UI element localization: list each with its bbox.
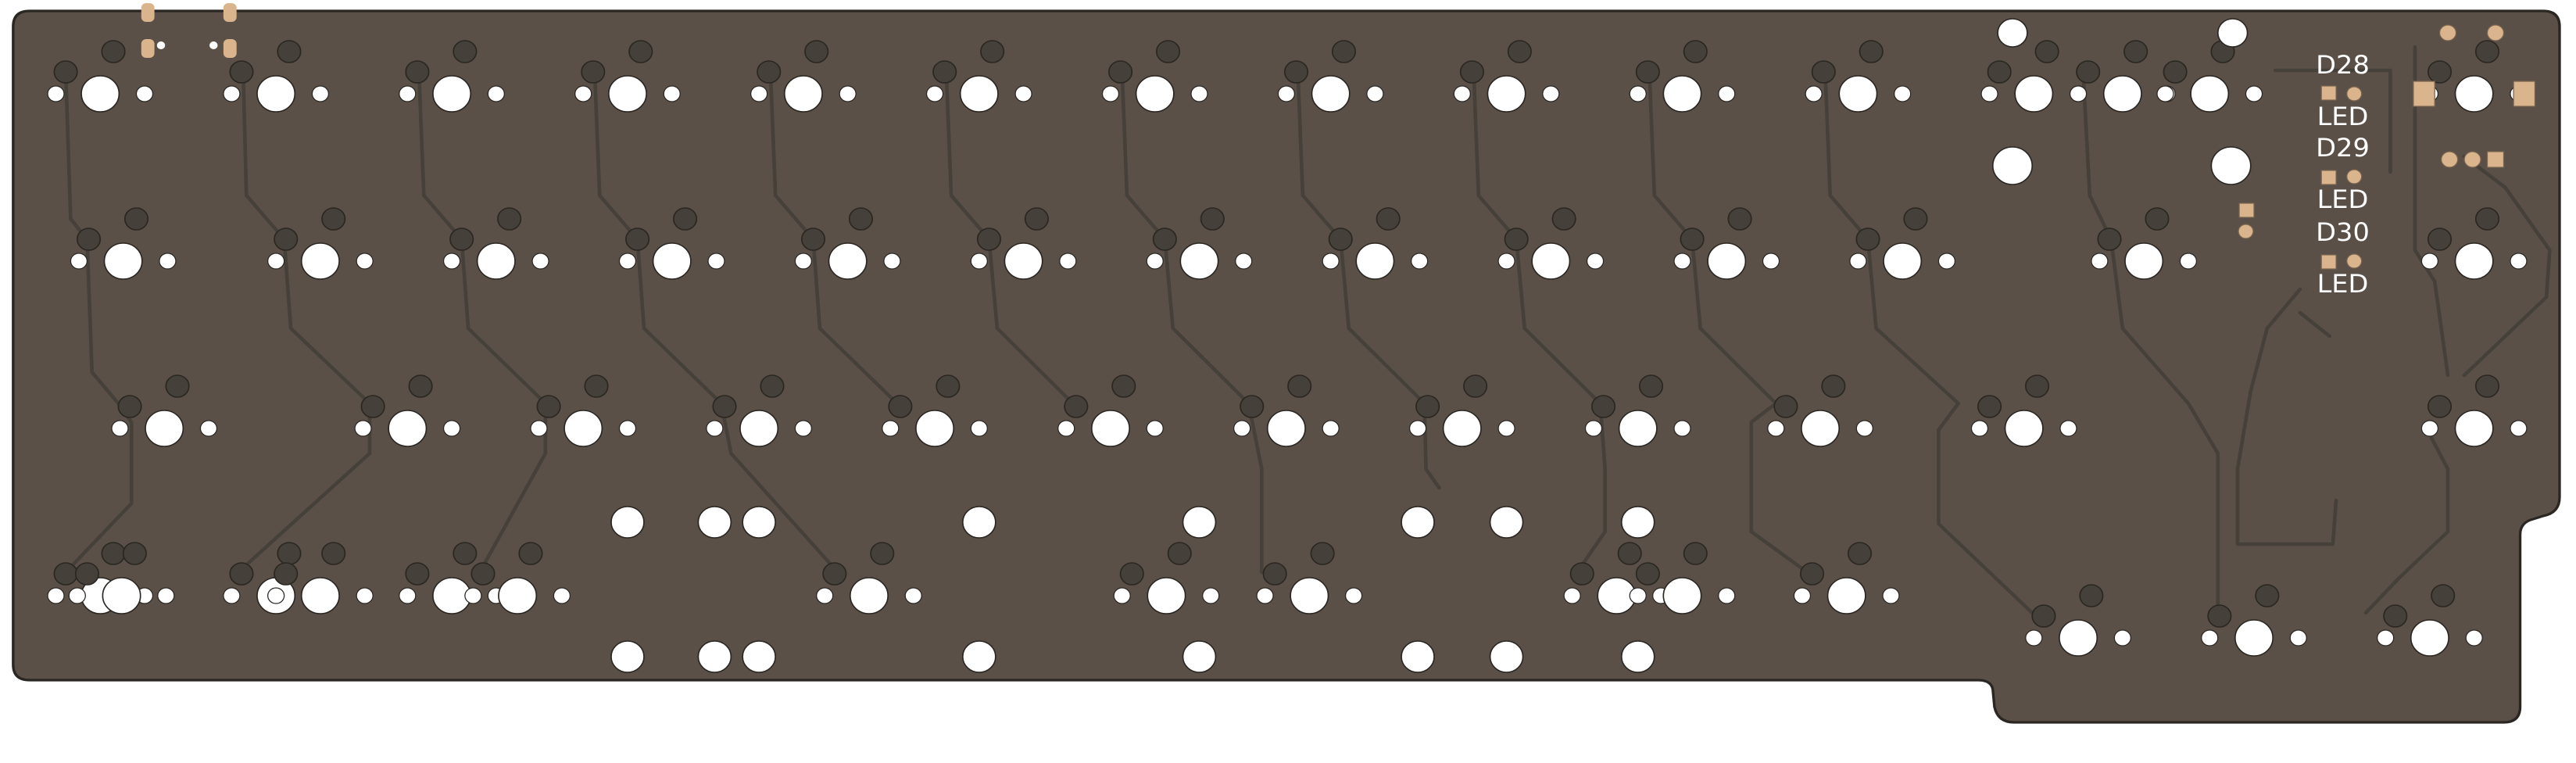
switch-footprint: [618, 207, 725, 280]
switch-footprint: [1767, 374, 1873, 447]
trace: [2298, 310, 2332, 339]
switch-footprint: [1233, 374, 1340, 447]
trace: [2274, 68, 2392, 174]
switch-footprint: [2091, 207, 2198, 280]
switch-footprint: [750, 40, 857, 113]
switch-footprint: [1849, 207, 1956, 280]
switch-footprints: [47, 40, 2528, 657]
switch-footprint: [1563, 542, 1670, 614]
switch-footprint: [1584, 374, 1691, 447]
trace: [2413, 45, 2450, 378]
switch-footprint: [111, 374, 218, 447]
switch-footprint: [1101, 40, 1208, 113]
stabilizer-hole: [961, 640, 996, 673]
switch-footprint: [1408, 374, 1515, 447]
switch-footprint: [399, 542, 505, 614]
stabilizer-hole: [742, 640, 777, 673]
switch-footprint: [706, 374, 813, 447]
switch-footprint: [267, 542, 374, 614]
led-d29: D29 LED: [2316, 134, 2370, 214]
switch-footprint: [925, 40, 1032, 113]
switch-footprint: [464, 542, 571, 614]
switch-footprint: [1113, 542, 1220, 614]
switch-footprint: [794, 207, 901, 280]
switch-footprint: [2201, 584, 2307, 657]
switch-footprint: [816, 542, 922, 614]
switch-footprint: [1277, 40, 1384, 113]
switch-footprint: [530, 374, 637, 447]
stabilizer-hole: [1401, 640, 1435, 673]
trace: [417, 70, 548, 575]
stabilizer-hole: [1182, 506, 1217, 539]
stabilizer-hole: [1620, 506, 1655, 539]
led-ref: D29: [2316, 134, 2370, 163]
trace: [1749, 401, 1809, 575]
switch-footprint: [1970, 374, 2077, 447]
switch-footprint: [68, 542, 175, 614]
trace: [1120, 70, 1264, 575]
trace: [236, 70, 372, 575]
trace: [2462, 154, 2552, 378]
switch-footprint: [2420, 374, 2528, 447]
mounting-hole-icon: [1991, 18, 2252, 185]
trace: [1937, 401, 2039, 620]
switch-footprint: [1629, 40, 1736, 113]
stabilizer-hole: [1182, 640, 1217, 673]
stabilizer-holes: [610, 506, 1655, 673]
led-d28: D28 LED: [2316, 51, 2370, 131]
switch-footprint: [223, 40, 330, 113]
trace: [592, 70, 840, 575]
switch-footprint: [267, 207, 374, 280]
switch-footprint: [399, 40, 505, 113]
switch-footprint: [1146, 207, 1253, 280]
trace: [1472, 70, 1608, 575]
stabilizer-hole: [610, 506, 645, 539]
switch-footprint: [1256, 542, 1363, 614]
switch-footprint: [47, 40, 154, 113]
led-label: LED: [2317, 102, 2369, 131]
trace: [2235, 287, 2338, 546]
usb-connector-icon: [141, 3, 237, 58]
switch-footprint: [1793, 542, 1900, 614]
trace: [2363, 435, 2450, 615]
switch-footprint: [2377, 584, 2483, 657]
stabilizer-hole: [610, 640, 645, 673]
switch-footprint: [47, 542, 154, 614]
led-ref: D30: [2316, 218, 2370, 247]
stabilizer-hole: [697, 640, 732, 673]
switch-footprint: [970, 207, 1077, 280]
switch-footprint: [1057, 374, 1164, 447]
stabilizer-hole: [1620, 640, 1655, 673]
stabilizer-hole: [742, 506, 777, 539]
led-d30: D30 LED: [2316, 218, 2370, 299]
switch-footprint: [1629, 542, 1736, 614]
switch-footprint: [882, 374, 988, 447]
switch-footprint: [354, 374, 461, 447]
led-ref: D28: [2316, 51, 2370, 80]
header-pads: [2238, 24, 2536, 239]
stabilizer-hole: [961, 506, 996, 539]
trace: [1296, 70, 1441, 490]
switch-footprint: [1322, 207, 1429, 280]
switch-footprint: [1673, 207, 1780, 280]
trace: [2081, 70, 2220, 620]
stabilizer-hole: [697, 506, 732, 539]
switch-footprint: [1805, 40, 1912, 113]
stabilizer-hole: [1401, 506, 1435, 539]
led-label: LED: [2317, 185, 2369, 214]
switch-footprint: [574, 40, 681, 113]
led-label: LED: [2317, 270, 2369, 299]
switch-footprint: [1497, 207, 1605, 280]
stabilizer-hole: [1489, 640, 1524, 673]
switch-footprint: [2025, 584, 2131, 657]
switch-footprint: [1980, 40, 2088, 113]
switch-footprint: [442, 207, 549, 280]
switch-footprint: [1453, 40, 1560, 113]
switch-footprint: [2420, 207, 2528, 280]
pcb-board-outline: [12, 9, 2561, 724]
switch-footprint: [70, 207, 177, 280]
stabilizer-hole: [1489, 506, 1524, 539]
